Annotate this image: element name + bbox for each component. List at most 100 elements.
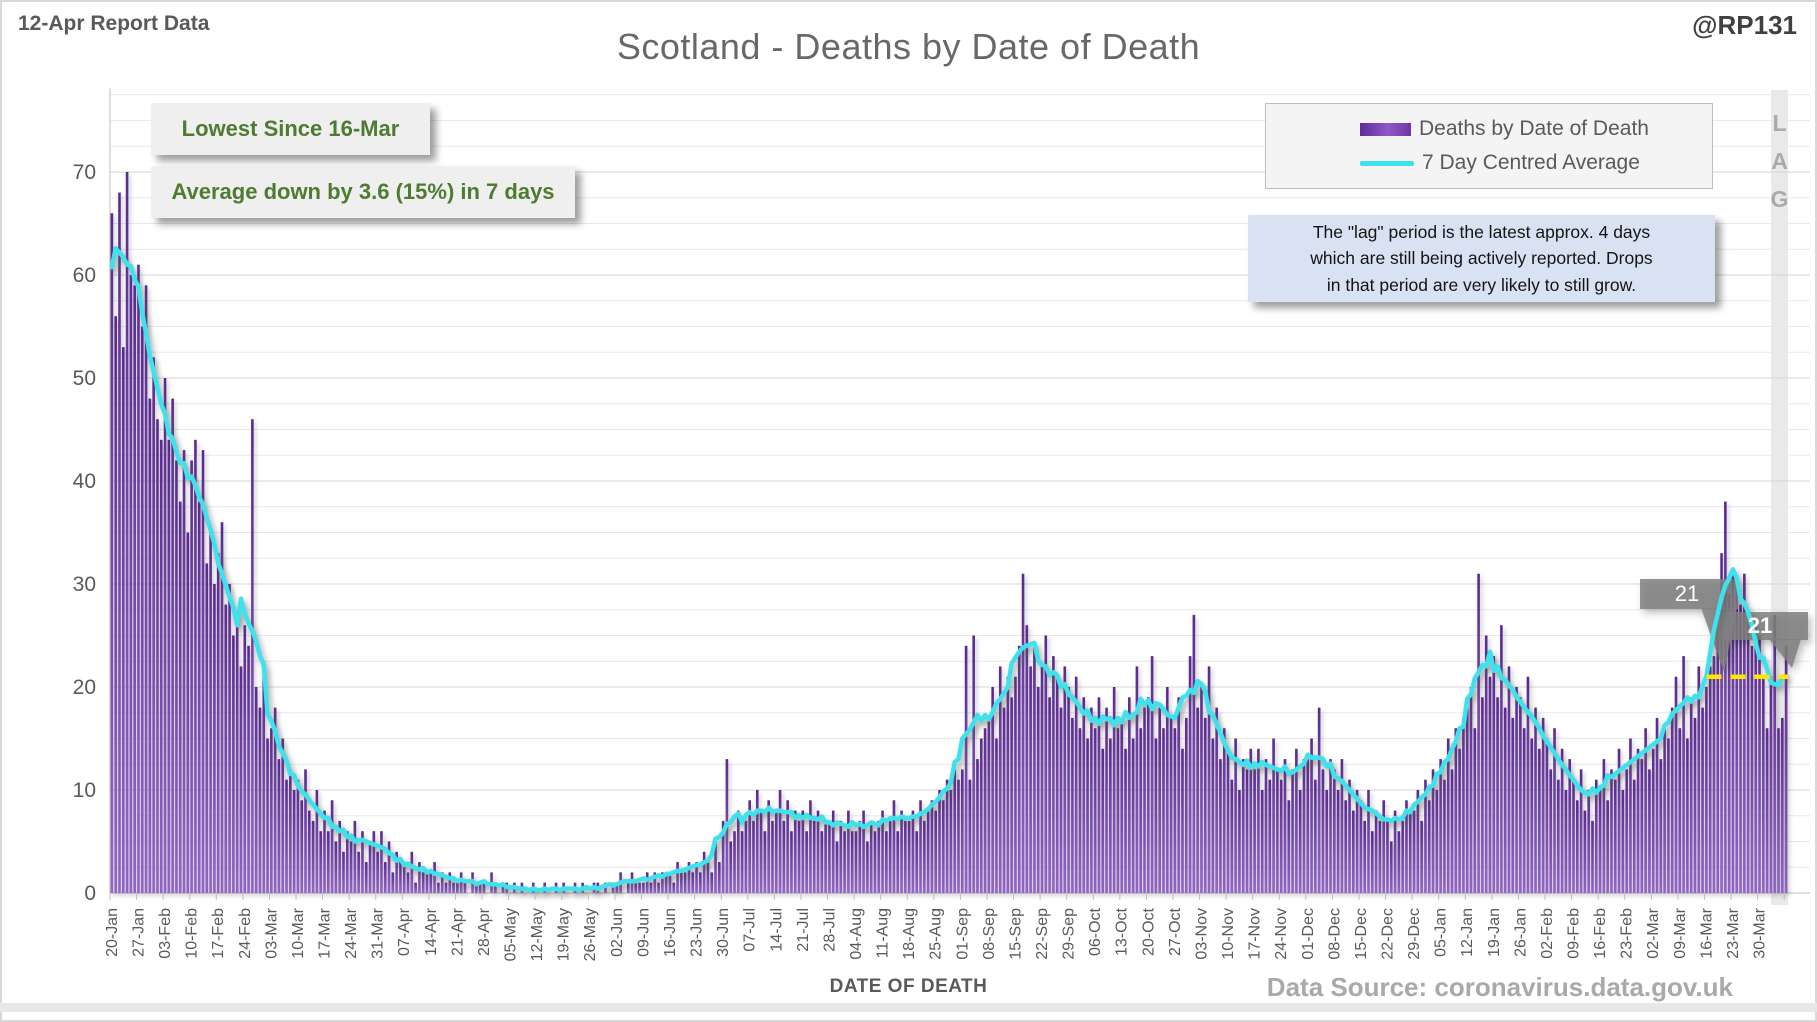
bar bbox=[1583, 810, 1587, 893]
bar bbox=[664, 872, 668, 893]
bar bbox=[1211, 738, 1215, 893]
bar bbox=[611, 882, 615, 893]
bar bbox=[110, 213, 114, 893]
bar bbox=[839, 820, 843, 893]
bar bbox=[1568, 759, 1572, 893]
bar bbox=[216, 553, 220, 893]
bar bbox=[1374, 810, 1378, 893]
bar bbox=[995, 738, 998, 893]
x-tick-label: 02-Mar bbox=[1645, 907, 1662, 958]
bar bbox=[1735, 584, 1739, 893]
bar bbox=[1203, 717, 1207, 893]
bar bbox=[877, 820, 881, 893]
bar bbox=[1162, 728, 1165, 893]
bar bbox=[1553, 728, 1556, 893]
data-source-credit: Data Source: coronavirus.data.gov.uk bbox=[1266, 972, 1733, 1002]
bar bbox=[1188, 656, 1192, 893]
bar bbox=[421, 872, 425, 893]
bar bbox=[1333, 769, 1336, 893]
bar bbox=[835, 841, 839, 893]
bar bbox=[1519, 697, 1522, 893]
bar bbox=[1659, 759, 1663, 893]
bar bbox=[1131, 738, 1135, 893]
bar bbox=[452, 882, 455, 893]
bar bbox=[1765, 728, 1769, 893]
bar bbox=[885, 831, 888, 893]
bar bbox=[1462, 717, 1465, 893]
bar bbox=[793, 810, 797, 893]
x-tick-label: 09-Mar bbox=[1672, 907, 1689, 958]
bar bbox=[1279, 779, 1283, 893]
bar bbox=[1302, 759, 1306, 893]
bar bbox=[1576, 800, 1579, 893]
bar bbox=[1397, 831, 1401, 893]
x-tick-label: 11-Aug bbox=[875, 908, 892, 958]
bar bbox=[300, 800, 304, 893]
bar bbox=[1560, 748, 1564, 893]
bar bbox=[812, 820, 816, 893]
bar bbox=[361, 831, 364, 893]
x-tick-label: 10-Mar bbox=[290, 907, 307, 958]
line-series-swatch bbox=[1360, 160, 1414, 166]
bar bbox=[862, 810, 865, 893]
bar bbox=[1420, 820, 1423, 893]
bar bbox=[1557, 779, 1560, 893]
bar bbox=[456, 882, 459, 893]
x-tick-label: 03-Feb bbox=[157, 908, 174, 959]
bar bbox=[406, 872, 410, 893]
bar bbox=[190, 460, 193, 893]
bar bbox=[930, 800, 934, 893]
bar bbox=[349, 841, 353, 893]
lag-letter-l: L bbox=[1772, 110, 1787, 136]
bar bbox=[1591, 820, 1594, 893]
y-tick-label: 0 bbox=[84, 882, 96, 905]
bar bbox=[1526, 676, 1530, 893]
bar bbox=[1454, 728, 1458, 893]
bar bbox=[1120, 717, 1124, 893]
bar bbox=[1291, 769, 1294, 893]
bar bbox=[1606, 800, 1609, 893]
bar bbox=[983, 728, 987, 893]
bar bbox=[843, 831, 846, 893]
bar bbox=[152, 357, 155, 893]
bar bbox=[680, 872, 683, 893]
bar bbox=[1674, 676, 1678, 893]
bar bbox=[163, 378, 167, 893]
y-tick-label: 10 bbox=[73, 779, 96, 802]
legend-item-average: 7 Day Centred Average bbox=[1360, 151, 1712, 175]
callout-value-1: 21 bbox=[1675, 581, 1699, 606]
bar bbox=[759, 810, 763, 893]
bar bbox=[888, 820, 892, 893]
bar bbox=[1386, 820, 1389, 893]
bar bbox=[934, 810, 938, 893]
bar bbox=[1093, 728, 1097, 893]
bar bbox=[1344, 800, 1348, 893]
bar bbox=[213, 584, 216, 893]
bar bbox=[399, 862, 402, 893]
bar bbox=[330, 800, 334, 893]
bar bbox=[1777, 728, 1780, 893]
bar bbox=[1648, 769, 1651, 893]
bar bbox=[1184, 717, 1188, 893]
bar bbox=[1716, 635, 1720, 893]
x-tick-label: 24-Mar bbox=[343, 907, 360, 958]
bar bbox=[1773, 614, 1777, 893]
bar bbox=[1090, 707, 1093, 893]
bar bbox=[1241, 759, 1245, 893]
bar bbox=[308, 810, 311, 893]
bar bbox=[1298, 790, 1302, 893]
bar bbox=[831, 810, 835, 893]
bar bbox=[1538, 748, 1541, 893]
x-tick-label: 17-Feb bbox=[210, 908, 227, 959]
lag-letter-a: A bbox=[1771, 148, 1788, 174]
bar bbox=[1150, 656, 1154, 893]
bar bbox=[1044, 635, 1048, 893]
x-tick-label: 15-Dec bbox=[1353, 908, 1370, 960]
bar bbox=[334, 841, 338, 893]
x-tick-label: 19-May bbox=[556, 908, 573, 961]
bar bbox=[175, 460, 178, 893]
bar bbox=[197, 501, 201, 893]
bar bbox=[1355, 790, 1359, 893]
bar bbox=[1306, 759, 1310, 893]
